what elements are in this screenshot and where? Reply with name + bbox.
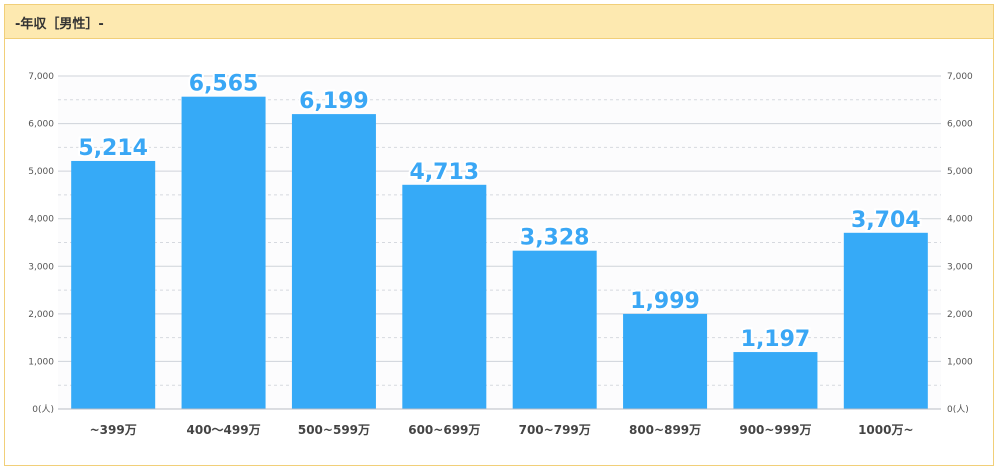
y-tick-label-left: 0(人) bbox=[32, 404, 54, 415]
bar bbox=[623, 313, 708, 409]
y-tick-label-right: 4,000 bbox=[947, 215, 973, 225]
x-category-label: 900~999万 bbox=[739, 423, 811, 437]
chart-panel: -年収［男性］- 0(人) 0(人) 1,000 1,000 2,000 2,000 3,0… bbox=[4, 4, 994, 466]
y-tick-label-left: 1,000 bbox=[28, 357, 54, 367]
y-tick-label-right: 7,000 bbox=[947, 72, 973, 82]
y-tick-label-right: 1,000 bbox=[947, 357, 973, 367]
bar-value-label: 5,214 bbox=[78, 136, 148, 161]
bar-value-label: 3,704 bbox=[851, 208, 921, 233]
bar-value-label: 4,713 bbox=[410, 160, 480, 185]
bar bbox=[71, 160, 156, 409]
y-tick-label-left: 2,000 bbox=[28, 310, 54, 320]
panel-header: -年収［男性］- bbox=[5, 5, 993, 39]
bar-value-label: 1,999 bbox=[630, 289, 700, 314]
x-category-label: 1000万~ bbox=[858, 423, 913, 437]
y-tick-label-right: 6,000 bbox=[947, 120, 973, 130]
x-category-label: ~399万 bbox=[90, 423, 137, 437]
y-tick-label-right: 3,000 bbox=[947, 262, 973, 272]
bar bbox=[402, 184, 487, 409]
bar-value-label: 6,565 bbox=[189, 72, 259, 97]
panel-title: -年収［男性］- bbox=[15, 17, 104, 32]
bar bbox=[733, 352, 818, 409]
chart-area: 0(人) 0(人) 1,000 1,000 2,000 2,000 3,000 3,000 4,… bbox=[5, 39, 993, 465]
y-tick-label-left: 7,000 bbox=[28, 72, 54, 82]
x-category-label: 600~699万 bbox=[408, 423, 480, 437]
x-category-label: 800~899万 bbox=[629, 423, 701, 437]
y-tick-label-right: 5,000 bbox=[947, 167, 973, 177]
bar-value-label: 6,199 bbox=[299, 89, 369, 114]
bar bbox=[843, 232, 928, 409]
y-tick-label-left: 5,000 bbox=[28, 167, 54, 177]
bar bbox=[512, 250, 597, 409]
x-category-label: 500~599万 bbox=[298, 423, 370, 437]
bar-value-label: 3,328 bbox=[520, 226, 590, 251]
x-category-label: 400～499万 bbox=[187, 423, 261, 437]
bar-value-label: 1,197 bbox=[741, 327, 811, 352]
bar-chart: 0(人) 0(人) 1,000 1,000 2,000 2,000 3,000 3,000 4,… bbox=[28, 70, 973, 437]
y-tick-label-right: 2,000 bbox=[947, 310, 973, 320]
y-tick-label-right: 0(人) bbox=[947, 404, 969, 415]
bar bbox=[181, 96, 266, 409]
y-tick-label-left: 4,000 bbox=[28, 215, 54, 225]
x-category-label: 700~799万 bbox=[519, 423, 591, 437]
bar bbox=[291, 114, 376, 410]
y-tick-label-left: 3,000 bbox=[28, 262, 54, 272]
y-tick-label-left: 6,000 bbox=[28, 120, 54, 130]
